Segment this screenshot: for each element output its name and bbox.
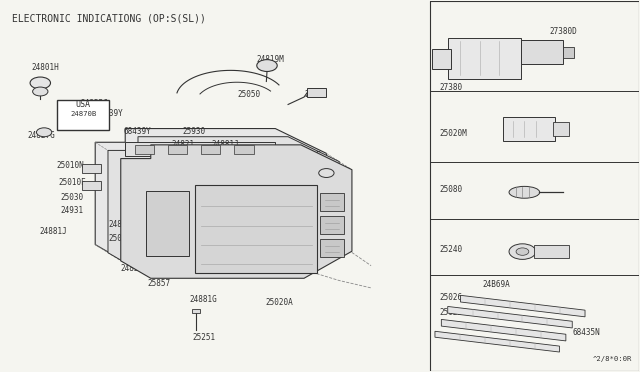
Circle shape xyxy=(33,87,48,96)
Text: 25050E: 25050E xyxy=(293,151,321,160)
Text: 24B69A: 24B69A xyxy=(483,280,511,289)
Bar xyxy=(553,122,569,136)
Text: 24870B: 24870B xyxy=(70,111,96,117)
Text: 25010M: 25010M xyxy=(296,219,323,228)
Text: 25050: 25050 xyxy=(237,90,260,99)
Polygon shape xyxy=(147,191,189,256)
Text: 25251: 25251 xyxy=(192,333,216,342)
FancyBboxPatch shape xyxy=(83,181,101,190)
Text: 24821: 24821 xyxy=(172,140,195,149)
Polygon shape xyxy=(435,331,559,352)
Text: 24801H: 24801H xyxy=(31,63,59,72)
Text: 25030D: 25030D xyxy=(227,157,255,166)
Ellipse shape xyxy=(509,244,536,259)
Bar xyxy=(534,245,569,258)
Circle shape xyxy=(319,169,334,177)
Text: 24931: 24931 xyxy=(60,206,83,215)
Bar xyxy=(195,185,317,273)
Circle shape xyxy=(36,128,52,137)
Polygon shape xyxy=(461,295,585,317)
Text: 68439Y: 68439Y xyxy=(95,109,123,118)
Ellipse shape xyxy=(516,248,529,255)
Text: 24854M: 24854M xyxy=(108,221,136,230)
Text: 68435N: 68435N xyxy=(572,328,600,337)
Bar xyxy=(320,193,344,211)
Text: 24881G: 24881G xyxy=(189,295,217,304)
Text: 24853: 24853 xyxy=(122,249,145,258)
FancyBboxPatch shape xyxy=(503,117,555,141)
Bar xyxy=(448,38,521,78)
Circle shape xyxy=(30,77,51,89)
Text: 25030: 25030 xyxy=(60,193,83,202)
Text: 24854: 24854 xyxy=(121,264,144,273)
Bar xyxy=(234,145,253,154)
Text: 25043: 25043 xyxy=(304,90,327,99)
Bar xyxy=(563,47,574,58)
Text: 24855C: 24855C xyxy=(125,159,153,168)
Text: 25240: 25240 xyxy=(440,245,463,254)
Polygon shape xyxy=(442,320,566,341)
Text: 25020A: 25020A xyxy=(266,298,294,307)
Text: 25010H: 25010H xyxy=(108,234,136,243)
Polygon shape xyxy=(121,145,352,278)
Text: 25031M: 25031M xyxy=(291,187,319,196)
Text: 25930: 25930 xyxy=(182,126,206,136)
Text: 25010N: 25010N xyxy=(57,161,84,170)
Text: 25031: 25031 xyxy=(301,233,324,243)
Bar xyxy=(320,239,344,257)
Text: 24881Q: 24881Q xyxy=(291,204,319,213)
Polygon shape xyxy=(95,129,326,262)
Bar xyxy=(521,39,563,64)
Text: 24855C: 24855C xyxy=(81,99,108,108)
Text: 24881J: 24881J xyxy=(211,140,239,149)
Text: 27380: 27380 xyxy=(440,83,463,92)
FancyBboxPatch shape xyxy=(307,88,326,97)
Bar xyxy=(320,217,344,234)
Text: 25857: 25857 xyxy=(148,279,171,288)
Text: 25020M: 25020M xyxy=(440,129,467,138)
Text: 24881J: 24881J xyxy=(39,227,67,236)
Text: ELECTRONIC INDICATIONG (OP:S(SL)): ELECTRONIC INDICATIONG (OP:S(SL)) xyxy=(12,14,206,24)
Text: ^2/8*0:0R: ^2/8*0:0R xyxy=(592,356,632,362)
Bar xyxy=(201,145,220,154)
Bar xyxy=(57,100,109,131)
Bar xyxy=(430,1,639,371)
FancyBboxPatch shape xyxy=(83,164,101,173)
Text: 24819M: 24819M xyxy=(256,55,284,64)
Text: 27380D: 27380D xyxy=(550,27,578,36)
Text: 25026: 25026 xyxy=(440,293,463,302)
Polygon shape xyxy=(125,142,275,156)
Text: 24870A: 24870A xyxy=(232,173,260,182)
Polygon shape xyxy=(448,307,572,328)
Text: 25010E: 25010E xyxy=(58,178,86,187)
Bar xyxy=(135,145,154,154)
Text: 25022: 25022 xyxy=(440,308,463,317)
Bar xyxy=(168,145,187,154)
Text: 25080: 25080 xyxy=(440,185,463,194)
Ellipse shape xyxy=(509,186,540,198)
Bar xyxy=(432,49,451,69)
Circle shape xyxy=(257,60,277,71)
Text: 68439Y: 68439Y xyxy=(124,126,151,136)
Polygon shape xyxy=(108,137,339,270)
Text: USA: USA xyxy=(76,100,91,109)
Text: 24827G: 24827G xyxy=(28,131,55,141)
